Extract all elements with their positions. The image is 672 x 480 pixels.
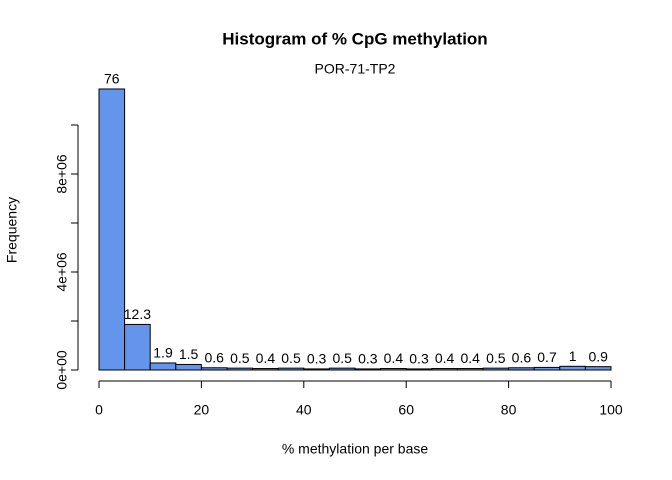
bar-label: 0.5 xyxy=(332,350,352,366)
x-tick-label: 80 xyxy=(501,402,517,418)
y-axis-label: Frequency xyxy=(4,197,20,263)
chart-subtitle: POR-71-TP2 xyxy=(315,61,396,77)
bar-label: 12.3 xyxy=(124,306,151,322)
x-tick-label: 60 xyxy=(398,402,414,418)
x-tick-label: 100 xyxy=(599,402,623,418)
x-axis-label: % methylation per base xyxy=(282,441,429,457)
bar xyxy=(277,367,305,371)
bar-label: 0.4 xyxy=(256,350,276,366)
bar xyxy=(508,367,535,371)
bar xyxy=(380,368,407,371)
bar-label: 0.4 xyxy=(460,350,480,366)
bar-label: 0.3 xyxy=(358,351,378,367)
bar-label: 0.5 xyxy=(281,350,301,366)
bar xyxy=(431,368,458,371)
bar-label: 76 xyxy=(104,71,120,87)
bar-label: 0.7 xyxy=(537,349,557,365)
bar-label: 1 xyxy=(569,348,577,364)
y-tick-label: 0e+00 xyxy=(54,350,70,390)
x-tick-label: 40 xyxy=(296,402,312,418)
bar-label: 0.3 xyxy=(409,351,429,367)
bar xyxy=(252,368,279,371)
bar xyxy=(149,362,177,371)
bar-label: 0.6 xyxy=(512,349,532,365)
x-tick-label: 20 xyxy=(194,402,210,418)
bar xyxy=(405,368,433,371)
bar-label: 0.5 xyxy=(230,350,250,366)
bar-label: 0.6 xyxy=(204,349,224,365)
bar-label: 0.4 xyxy=(435,350,455,366)
bar-label: 0.5 xyxy=(486,350,506,366)
bar xyxy=(200,367,228,371)
chart-title: Histogram of % CpG methylation xyxy=(222,29,487,48)
bar xyxy=(456,368,484,371)
bar-label: 0.4 xyxy=(384,350,404,366)
bar xyxy=(482,367,510,371)
bar xyxy=(533,366,561,371)
bar-label: 0.3 xyxy=(307,351,327,367)
bar xyxy=(226,367,254,371)
bar xyxy=(175,363,202,371)
bar xyxy=(559,365,586,371)
bar xyxy=(354,368,382,371)
bar-label: 1.9 xyxy=(153,345,173,361)
y-tick-label: 8e+06 xyxy=(54,154,70,194)
bar xyxy=(124,323,151,371)
y-tick-label: 4e+06 xyxy=(54,252,70,292)
bar-label: 0.9 xyxy=(588,348,608,364)
bar xyxy=(303,368,330,371)
bar-label: 1.5 xyxy=(179,346,199,362)
x-tick-label: 0 xyxy=(95,402,103,418)
bar xyxy=(328,367,356,371)
bar xyxy=(584,366,612,371)
bar xyxy=(98,88,126,371)
